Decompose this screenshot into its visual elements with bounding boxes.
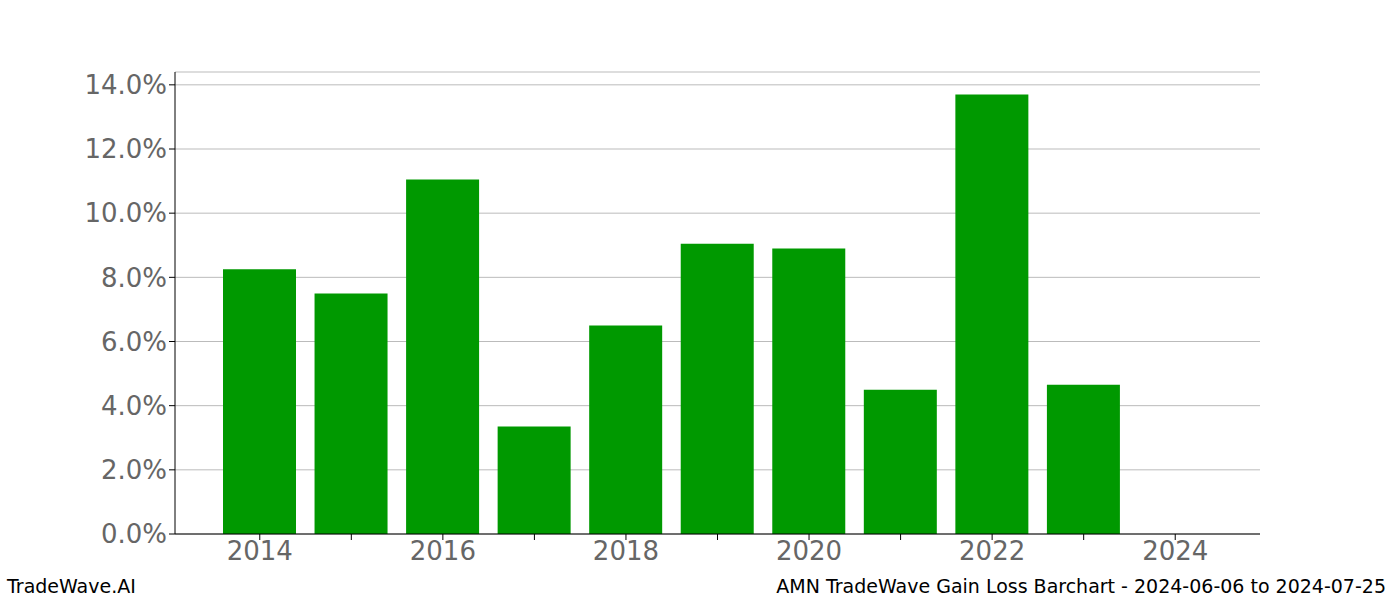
svg-text:2.0%: 2.0% (101, 455, 167, 485)
html-text:AMN TradeWave Gain Loss Barcha: AMN TradeWave Gain Loss Barchart - 2024-… (776, 575, 1386, 597)
svg-text:6.0%: 6.0% (101, 327, 167, 357)
svg-text:8.0%: 8.0% (101, 263, 167, 293)
svg-text:2024: 2024 (1142, 536, 1208, 566)
svg-text:10.0%: 10.0% (84, 198, 167, 228)
svg-text:0.0%: 0.0% (101, 519, 167, 549)
svg-text:2018: 2018 (593, 536, 659, 566)
svg-text:2014: 2014 (227, 536, 293, 566)
svg-text:12.0%: 12.0% (84, 134, 167, 164)
svg-text:2016: 2016 (410, 536, 476, 566)
svg-text:2022: 2022 (959, 536, 1025, 566)
svg-text:2020: 2020 (776, 536, 842, 566)
svg-text:14.0%: 14.0% (84, 70, 167, 100)
svg-text:4.0%: 4.0% (101, 391, 167, 421)
html-text:TradeWave.AI: TradeWave.AI (7, 575, 136, 597)
